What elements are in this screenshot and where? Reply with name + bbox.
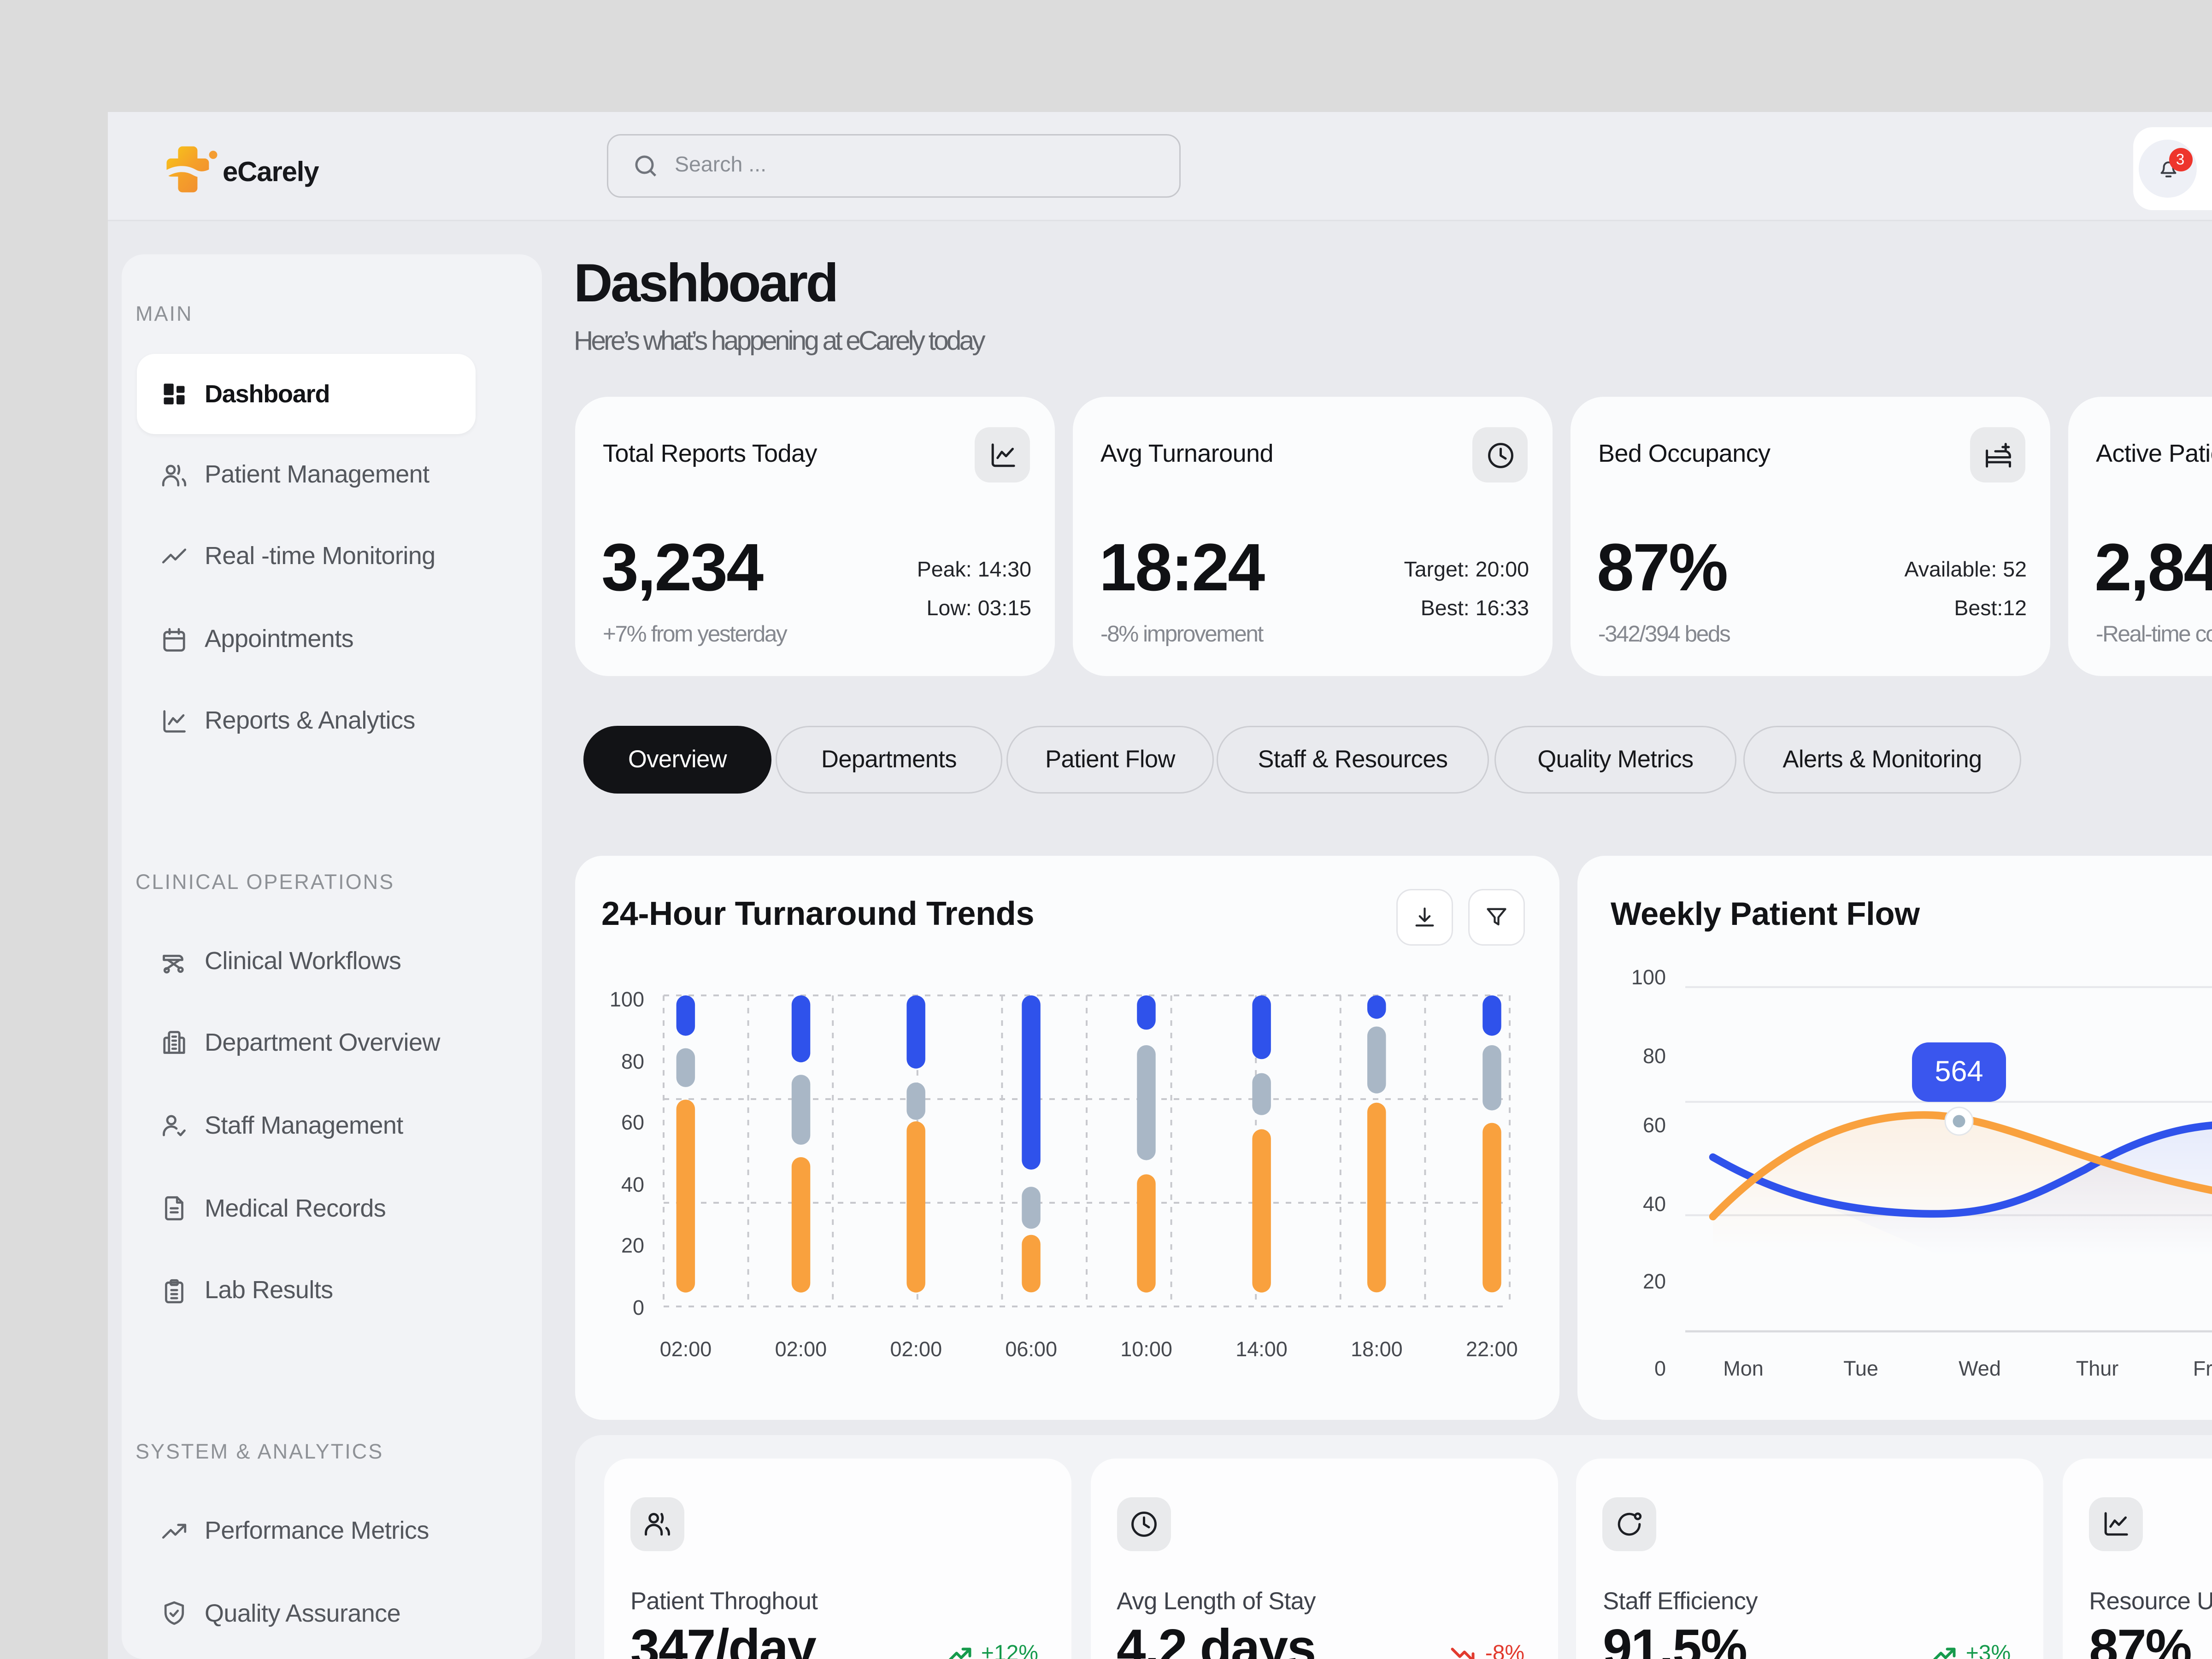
svg-text:18:00: 18:00 [1351, 1337, 1403, 1361]
svg-text:60: 60 [1643, 1113, 1666, 1137]
svg-text:22:00: 22:00 [1466, 1337, 1518, 1361]
svg-text:10:00: 10:00 [1120, 1337, 1172, 1361]
svg-text:60: 60 [621, 1111, 644, 1134]
svg-text:80: 80 [1643, 1044, 1666, 1068]
svg-text:100: 100 [1631, 965, 1666, 989]
svg-text:100: 100 [610, 988, 644, 1011]
svg-text:Mon: Mon [1723, 1357, 1764, 1380]
svg-text:Tue: Tue [1843, 1357, 1878, 1380]
svg-text:20: 20 [621, 1234, 644, 1257]
svg-text:Fri: Fri [2193, 1357, 2212, 1380]
svg-text:0: 0 [1654, 1357, 1666, 1380]
svg-text:02:00: 02:00 [890, 1337, 942, 1361]
svg-text:14:00: 14:00 [1235, 1337, 1288, 1361]
svg-text:40: 40 [621, 1173, 644, 1196]
svg-text:80: 80 [621, 1050, 644, 1073]
svg-text:Thur: Thur [2076, 1357, 2119, 1380]
svg-text:40: 40 [1643, 1192, 1666, 1216]
svg-text:Wed: Wed [1959, 1357, 2001, 1380]
svg-text:02:00: 02:00 [660, 1337, 712, 1361]
svg-text:02:00: 02:00 [775, 1337, 827, 1361]
svg-text:20: 20 [1643, 1270, 1666, 1293]
svg-text:0: 0 [633, 1296, 644, 1319]
svg-text:06:00: 06:00 [1005, 1337, 1057, 1361]
